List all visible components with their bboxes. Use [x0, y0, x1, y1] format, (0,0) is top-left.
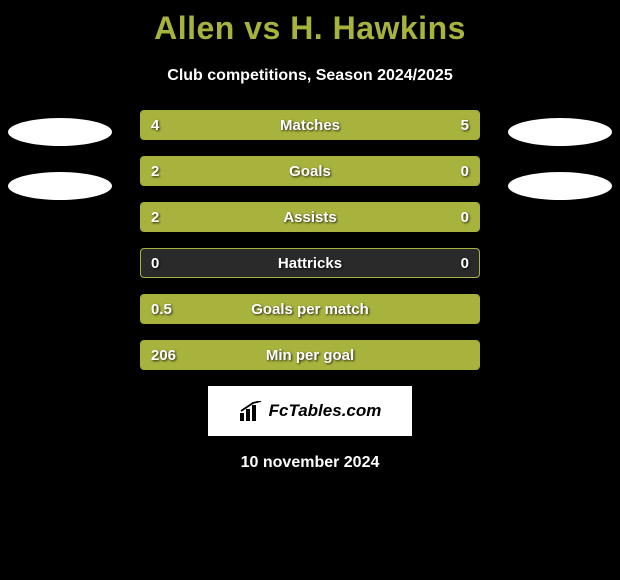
stat-label: Goals	[141, 157, 479, 185]
stat-row: 0Hattricks0	[140, 248, 480, 278]
player-right-avatar-1	[508, 118, 612, 146]
stats-bars: 4Matches52Goals02Assists00Hattricks00.5G…	[140, 110, 480, 370]
stat-label: Assists	[141, 203, 479, 231]
stat-label: Min per goal	[141, 341, 479, 369]
comparison-title: Allen vs H. Hawkins	[0, 0, 620, 47]
stat-label: Goals per match	[141, 295, 479, 323]
stat-value-right: 0	[461, 249, 469, 277]
attribution-text: FcTables.com	[269, 401, 382, 421]
chart-icon	[239, 401, 263, 421]
stat-row: 206Min per goal	[140, 340, 480, 370]
player-left-avatar-2	[8, 172, 112, 200]
stat-value-right: 0	[461, 203, 469, 231]
attribution-logo: FcTables.com	[208, 386, 412, 436]
stat-label: Hattricks	[141, 249, 479, 277]
date-label: 10 november 2024	[0, 454, 620, 472]
stat-row: 2Assists0	[140, 202, 480, 232]
content-area: 4Matches52Goals02Assists00Hattricks00.5G…	[0, 110, 620, 472]
player-right-avatar-2	[508, 172, 612, 200]
stat-value-right: 0	[461, 157, 469, 185]
comparison-subtitle: Club competitions, Season 2024/2025	[0, 67, 620, 85]
stat-row: 2Goals0	[140, 156, 480, 186]
stat-value-right: 5	[461, 111, 469, 139]
stat-row: 4Matches5	[140, 110, 480, 140]
stat-row: 0.5Goals per match	[140, 294, 480, 324]
stat-label: Matches	[141, 111, 479, 139]
player-left-avatar-1	[8, 118, 112, 146]
